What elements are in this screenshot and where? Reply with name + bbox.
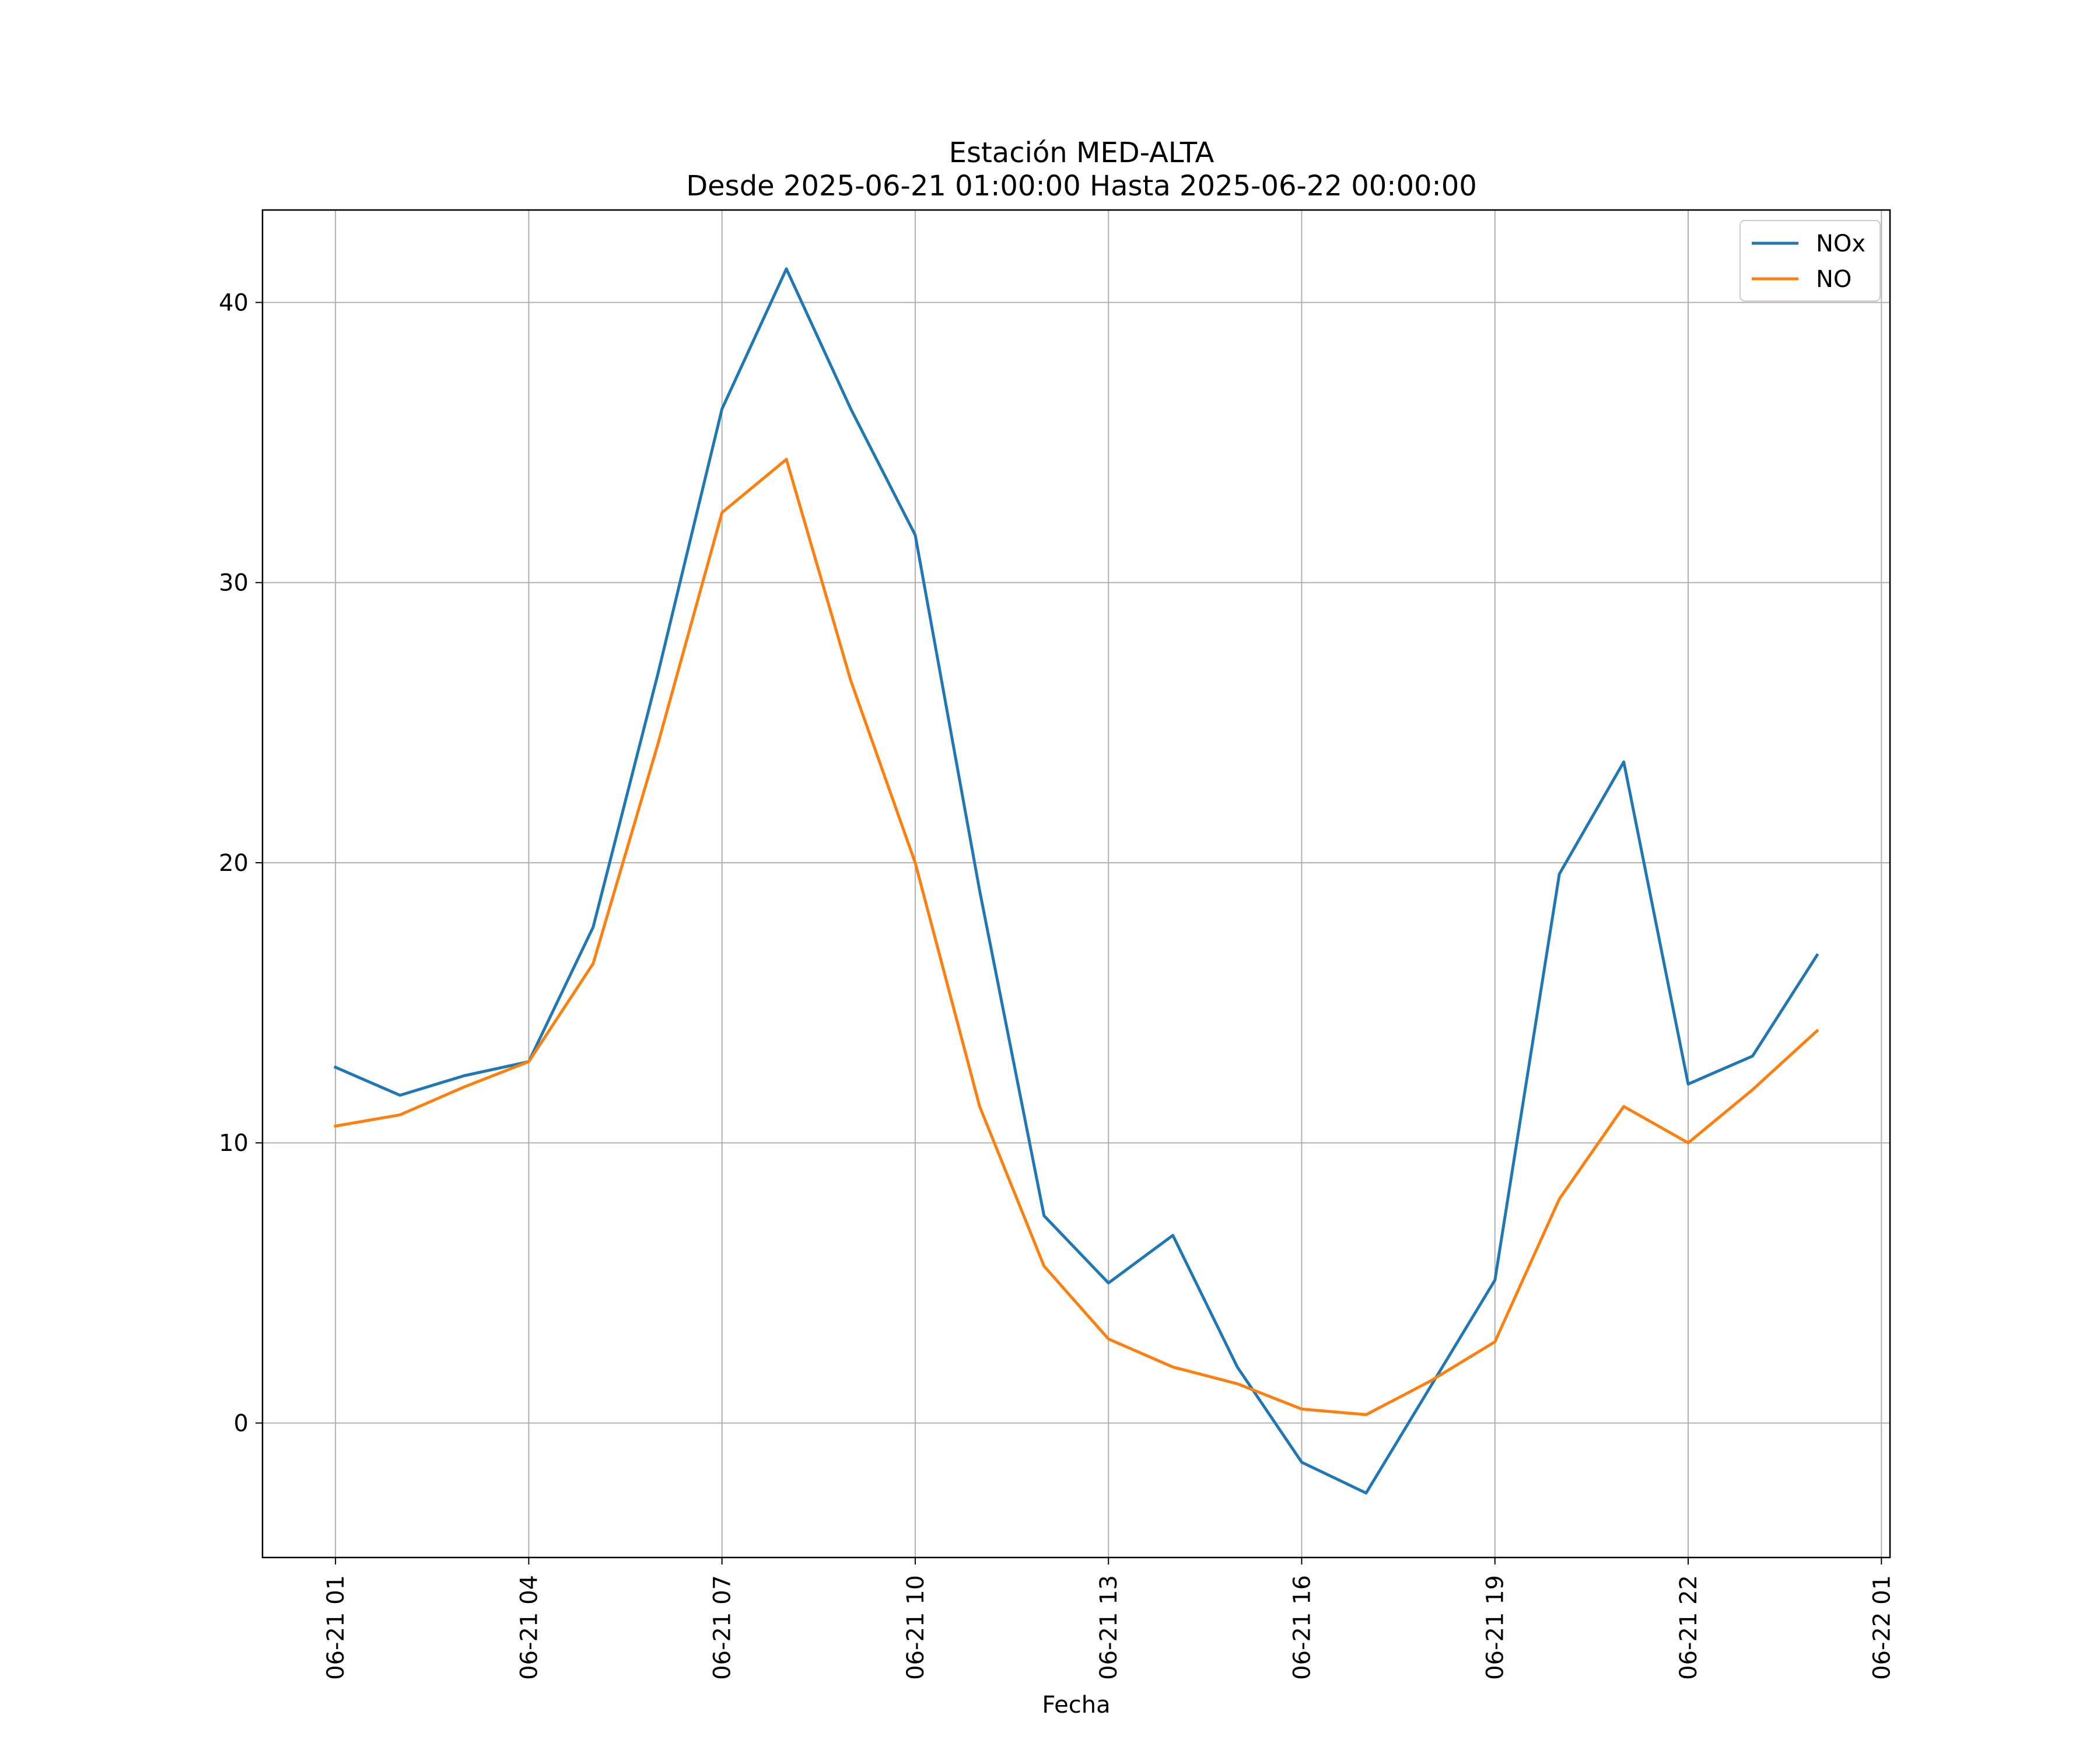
x-tick-label: 06-21 13 (1096, 1575, 1122, 1680)
legend-box (1740, 220, 1881, 302)
series-line-no (334, 457, 1819, 1416)
x-tick-label: 06-21 01 (323, 1575, 349, 1680)
x-tick-label: 06-21 10 (902, 1575, 929, 1680)
y-tick-label: 30 (219, 570, 249, 597)
x-gridlines (335, 210, 1882, 1558)
x-tick-label: 06-21 07 (709, 1575, 736, 1680)
y-gridlines (262, 302, 1890, 1424)
legend: NOx NO (1740, 220, 1881, 302)
x-tick-label: 06-22 01 (1868, 1575, 1895, 1680)
x-tick-label: 06-21 16 (1289, 1575, 1315, 1680)
plot-background (262, 210, 1890, 1558)
y-axis: 0 10 20 30 40 (219, 289, 262, 1437)
series-lines (333, 267, 1819, 1494)
y-tick-label: 20 (219, 850, 249, 877)
chart-subtitle: Desde 2025-06-21 01:00:00 Hasta 2025-06-… (686, 170, 1477, 202)
chart-title: Estación MED-ALTA (949, 136, 1214, 169)
x-tick-label: 06-21 19 (1482, 1575, 1509, 1680)
x-axis: 06-21 01 06-21 04 06-21 07 06-21 10 06-21 13… (323, 1558, 1895, 1680)
x-tick-label: 06-21 22 (1675, 1575, 1702, 1680)
series-line-nox (333, 267, 1819, 1494)
x-tick-label: 06-21 04 (516, 1575, 542, 1680)
plot-area (261, 209, 1891, 1559)
x-axis-label: Fecha (1042, 1692, 1110, 1718)
y-tick-label: 0 (234, 1410, 249, 1437)
y-tick-label: 10 (219, 1130, 249, 1157)
plot-frame (261, 209, 1891, 1559)
legend-label-no: NO (1816, 266, 1852, 293)
legend-label-nox: NOx (1816, 230, 1866, 257)
y-tick-label: 40 (219, 289, 249, 316)
